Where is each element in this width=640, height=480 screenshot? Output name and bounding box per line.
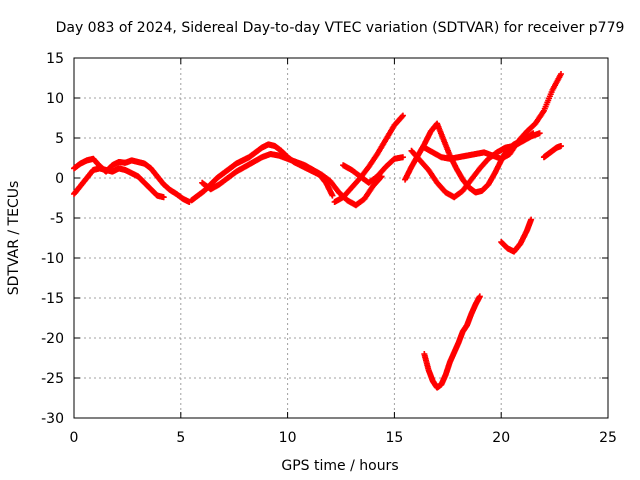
x-tick-labels: 0 5 10 15 20 25	[70, 430, 617, 446]
series-arc-11	[498, 216, 535, 255]
y-tick-label: -30	[41, 411, 64, 427]
x-tick-label: 25	[599, 430, 617, 446]
y-tick-label: 15	[46, 51, 64, 67]
y-tick-label: 5	[55, 131, 64, 147]
data-point	[528, 216, 535, 223]
data-point	[160, 194, 167, 201]
series-arc-5	[331, 112, 406, 205]
x-tick-label: 0	[70, 430, 79, 446]
series-arc-6	[340, 154, 406, 186]
x-tick-label: 10	[279, 430, 297, 446]
series-arc-8	[408, 130, 543, 201]
grid-lines	[74, 58, 608, 418]
data-points	[71, 71, 565, 391]
data-point	[329, 192, 336, 199]
series-arc-4	[199, 151, 385, 209]
y-tick-label: -5	[50, 211, 64, 227]
data-point	[558, 71, 565, 77]
data-point	[476, 293, 483, 300]
series-arc-10	[421, 293, 483, 391]
x-tick-label: 20	[492, 430, 510, 446]
y-tick-label: 10	[46, 91, 64, 107]
series-arc-2	[71, 165, 167, 201]
chart-title: Day 083 of 2024, Sidereal Day-to-day VTE…	[56, 20, 625, 36]
y-tick-label: -15	[41, 291, 64, 307]
data-point	[399, 154, 406, 161]
axis-ticks	[73, 57, 609, 419]
plot-frame	[73, 57, 609, 419]
y-axis-label: SDTVAR / TECUs	[6, 181, 22, 296]
data-point-fill	[399, 113, 406, 120]
y-tick-label: -25	[41, 371, 64, 387]
x-tick-label: 15	[385, 430, 403, 446]
series-arc-12	[540, 143, 565, 161]
y-tick-labels: -30 -25 -20 -15 -10 -5 0 5 10 15	[41, 51, 64, 427]
data-point	[558, 143, 565, 149]
data-point	[399, 112, 406, 119]
y-tick-label: -20	[41, 331, 64, 347]
data-point	[536, 130, 543, 137]
x-tick-label: 5	[176, 430, 185, 446]
y-tick-label: 0	[55, 171, 64, 187]
series-arc-9	[421, 71, 565, 162]
y-tick-label: -10	[41, 251, 64, 267]
x-axis-label: GPS time / hours	[281, 458, 398, 474]
series-arc-1	[71, 155, 193, 205]
